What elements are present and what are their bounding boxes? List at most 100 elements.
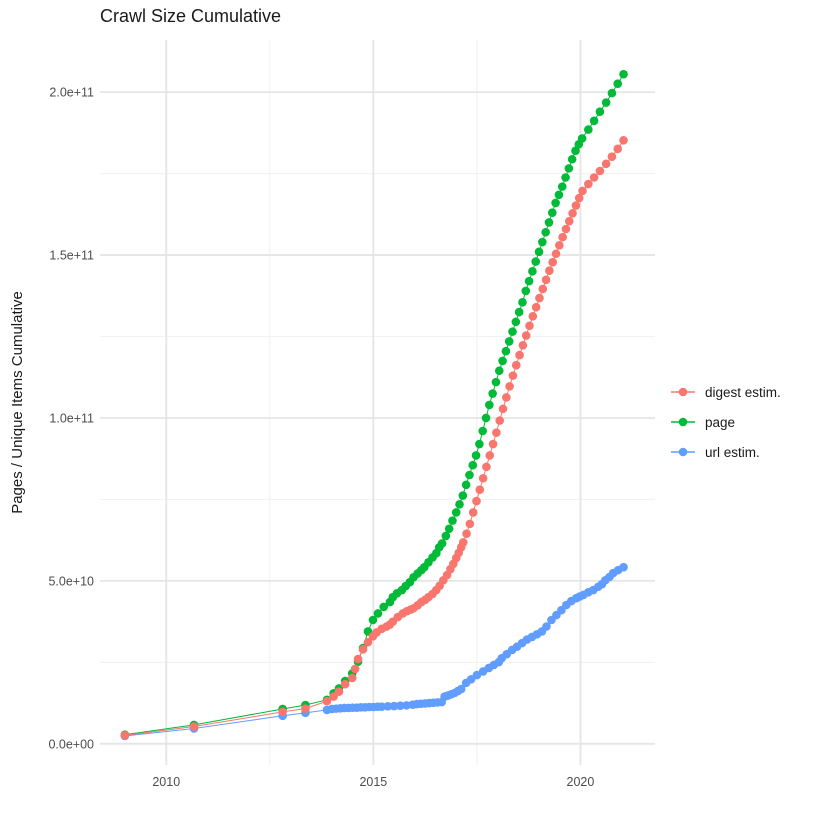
data-point-page <box>595 107 605 116</box>
data-point-digest-estim <box>492 428 501 437</box>
data-point-page <box>561 173 570 182</box>
data-point-url-estim <box>472 670 482 680</box>
data-point-digest-estim <box>568 209 577 218</box>
data-point-digest-estim <box>462 529 471 538</box>
data-point-digest-estim <box>561 224 571 234</box>
data-point-url-estim <box>402 701 411 710</box>
data-point-digest-estim <box>472 496 481 506</box>
data-point-digest-estim <box>541 275 551 285</box>
data-point-url-estim <box>395 701 405 710</box>
data-point-page <box>448 516 457 525</box>
data-point-digest-estim <box>551 249 561 259</box>
data-point-digest-estim <box>571 201 581 210</box>
data-point-page <box>547 208 557 217</box>
data-point-digest-estim <box>555 240 564 250</box>
data-point-digest-estim <box>478 473 488 483</box>
x-tick-label: 2010 <box>152 775 180 789</box>
data-point-digest-estim <box>558 232 567 242</box>
data-point-digest-estim <box>589 173 599 182</box>
data-point-digest-estim <box>538 284 548 294</box>
data-point-digest-estim <box>619 136 628 145</box>
legend-item-digest-estim: digest estim. <box>670 377 781 407</box>
data-point-page <box>437 539 447 548</box>
data-point-url-estim <box>542 622 551 631</box>
legend-key-icon <box>671 417 695 427</box>
data-point-digest-estim <box>521 331 531 340</box>
legend-key-icon <box>671 447 695 457</box>
data-point-page <box>531 257 541 266</box>
legend-item-page: page <box>670 407 781 437</box>
data-point-digest-estim <box>334 687 344 696</box>
data-point-page <box>571 146 580 156</box>
data-point-page <box>541 227 550 237</box>
y-tick-label: 1.5e+11 <box>49 249 94 263</box>
data-point-page <box>461 480 471 490</box>
data-point-page <box>528 267 537 276</box>
data-point-digest-estim <box>508 371 518 380</box>
data-point-page <box>368 615 378 625</box>
data-point-digest-estim <box>601 159 611 169</box>
data-point-digest-estim <box>468 508 478 517</box>
y-axis-title: Pages / Unique Items Cumulative <box>9 291 26 514</box>
data-point-digest-estim <box>584 179 593 189</box>
data-point-page <box>521 286 531 296</box>
data-point-page <box>589 116 599 126</box>
data-point-url-estim <box>389 701 399 711</box>
data-point-page <box>554 190 564 200</box>
data-point-page <box>481 413 491 423</box>
data-point-digest-estim <box>488 439 498 449</box>
data-point-digest-estim <box>564 216 574 226</box>
data-point-digest-estim <box>482 462 491 472</box>
legend-label: digest estim. <box>705 384 781 400</box>
data-point-page <box>458 491 468 500</box>
data-point-page <box>373 609 383 618</box>
data-point-page <box>471 451 481 460</box>
data-point-digest-estim <box>525 321 534 331</box>
legend-item-url-estim: url estim. <box>670 437 781 467</box>
data-point-digest-estim <box>574 193 584 203</box>
data-point-page <box>607 88 617 98</box>
data-point-page <box>379 602 389 612</box>
y-tick-label: 5.0e+10 <box>48 574 94 588</box>
data-point-page <box>557 182 567 191</box>
x-tick-label: 2020 <box>567 775 595 789</box>
legend-label: page <box>705 414 736 430</box>
data-point-page <box>491 377 501 387</box>
data-point-digest-estim <box>301 704 310 713</box>
data-point-digest-estim <box>363 637 373 647</box>
data-point-page <box>564 164 574 173</box>
data-point-page <box>538 237 547 247</box>
data-point-page <box>504 337 514 346</box>
data-point-digest-estim <box>485 451 495 460</box>
data-point-digest-estim <box>358 645 368 654</box>
data-point-page <box>488 389 497 398</box>
data-point-digest-estim <box>458 538 468 547</box>
data-point-page <box>501 346 511 356</box>
data-point-digest-estim <box>498 404 508 414</box>
y-tick-label: 2.0e+11 <box>49 86 94 100</box>
data-point-page <box>451 508 461 517</box>
data-point-page <box>619 69 628 79</box>
data-point-digest-estim <box>505 382 514 391</box>
data-point-page <box>601 98 611 107</box>
data-point-digest-estim <box>350 664 360 674</box>
data-point-digest-estim <box>189 722 199 731</box>
data-point-page <box>494 366 504 376</box>
y-tick-label: 1.0e+11 <box>49 411 94 425</box>
data-point-digest-estim <box>595 166 605 176</box>
data-point-page <box>485 400 494 410</box>
data-point-page <box>444 524 454 534</box>
data-point-url-estim <box>377 702 386 711</box>
data-point-digest-estim <box>475 485 485 494</box>
data-point-page <box>518 298 527 307</box>
data-point-digest-estim <box>278 707 287 717</box>
data-point-digest-estim <box>502 393 511 402</box>
data-point-digest-estim <box>347 673 357 683</box>
data-point-digest-estim <box>465 519 475 529</box>
data-point-url-estim <box>383 702 393 711</box>
data-point-page <box>455 500 464 509</box>
data-point-url-estim <box>619 562 628 572</box>
y-tick-label: 0.0e+00 <box>48 737 94 751</box>
data-point-page <box>613 79 623 88</box>
data-point-digest-estim <box>607 152 617 161</box>
